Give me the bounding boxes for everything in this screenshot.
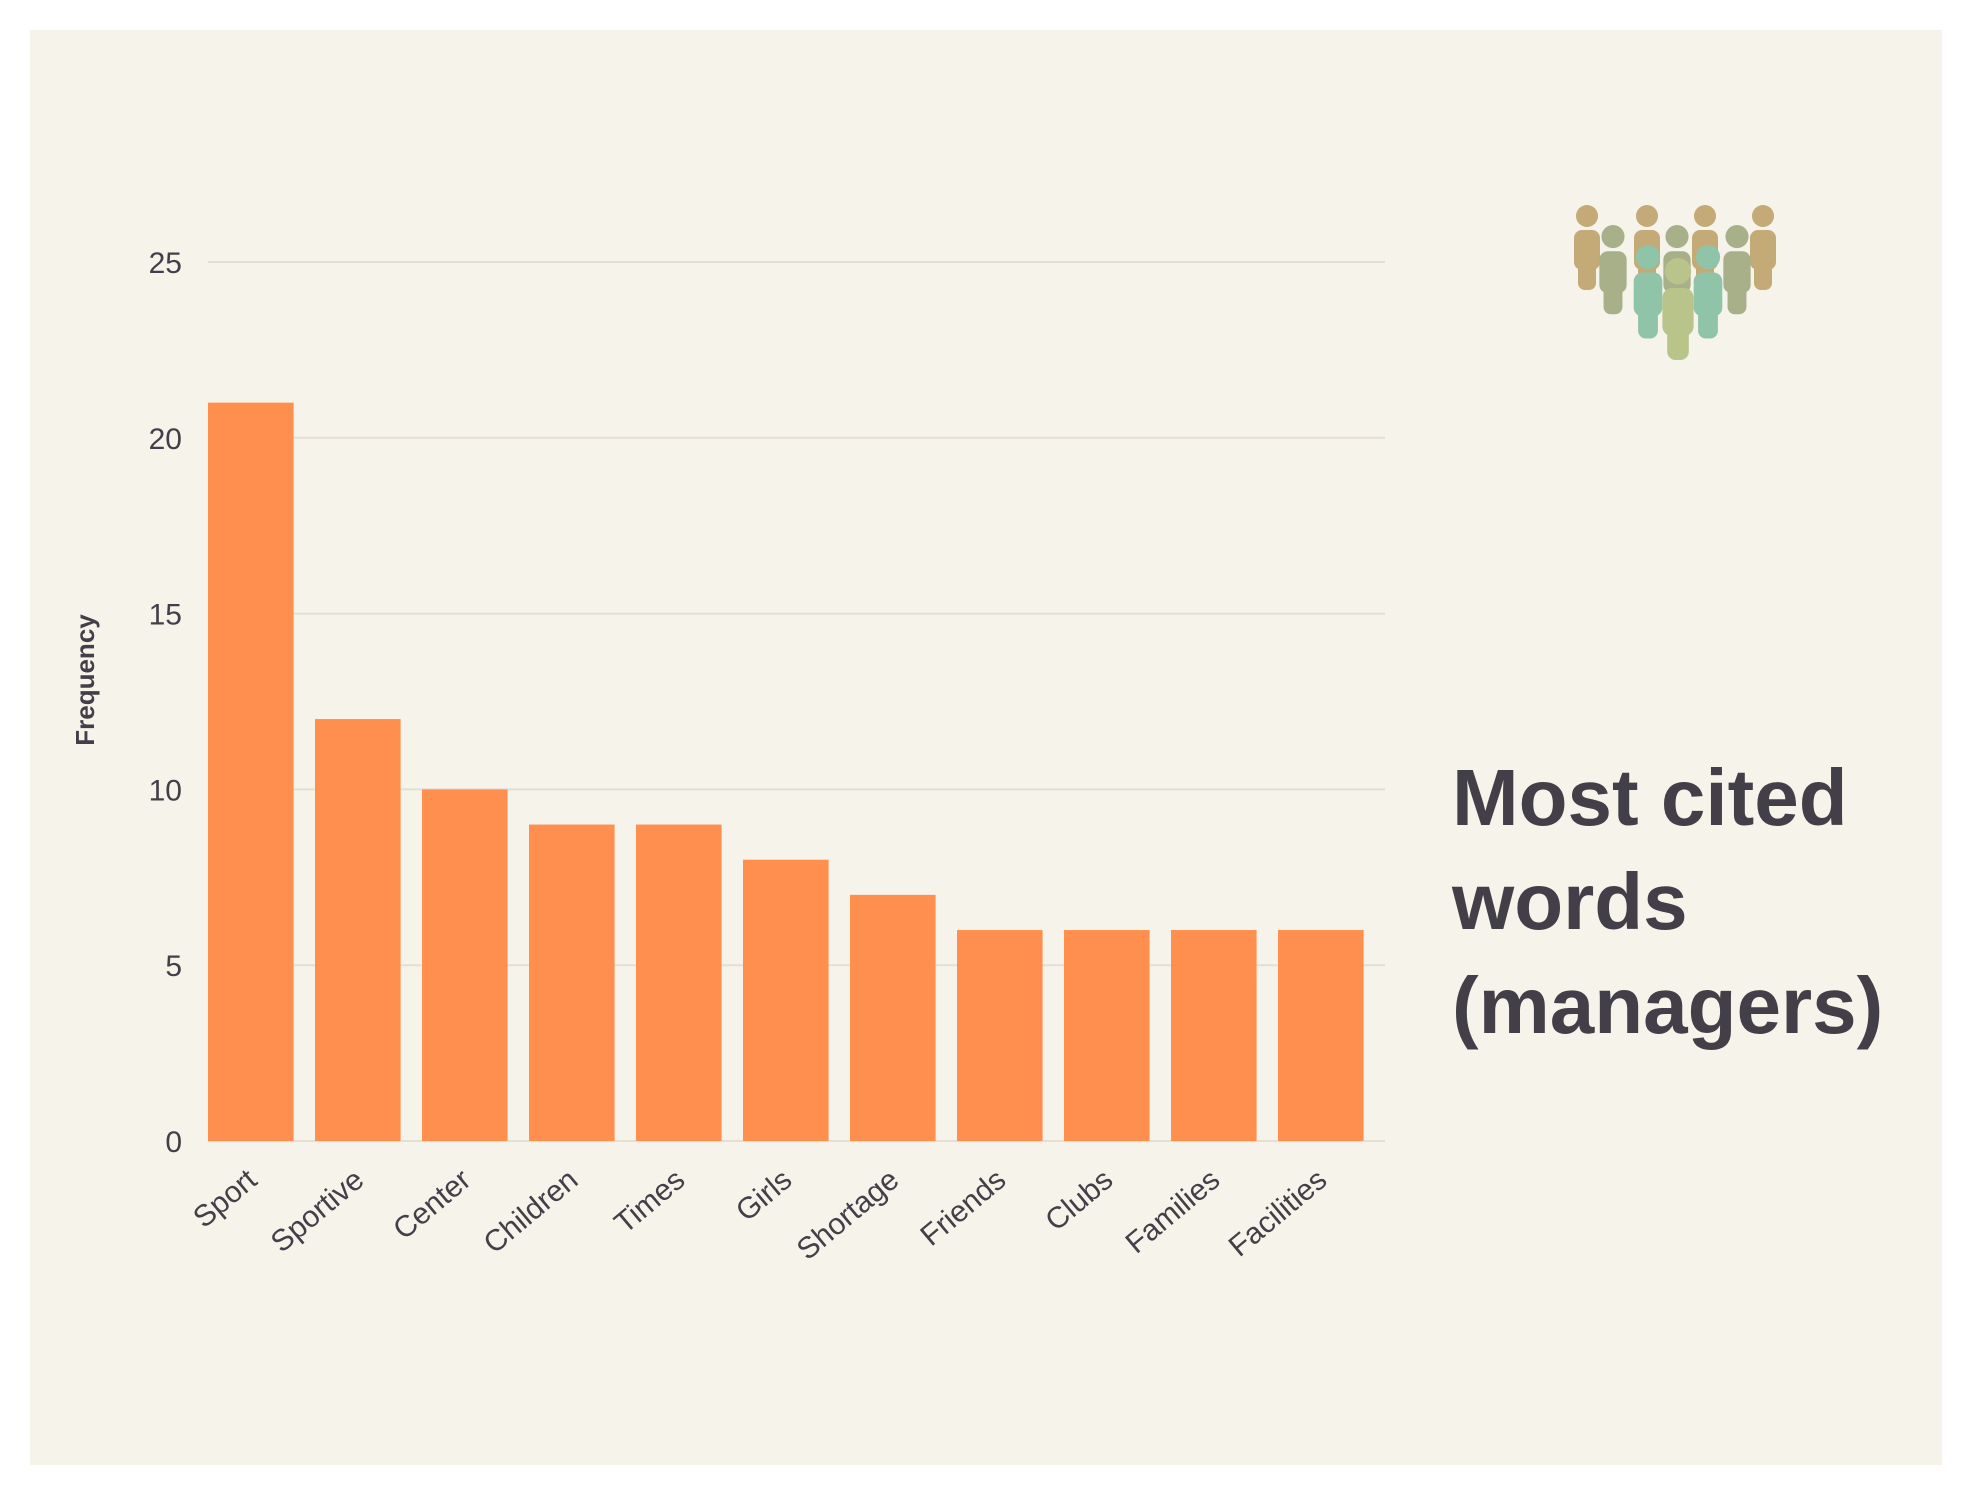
person-icon — [1574, 205, 1600, 290]
x-tick-label: Clubs — [1039, 1163, 1119, 1238]
bar-families — [1171, 930, 1257, 1141]
person-icon — [1693, 245, 1723, 339]
bar-friends — [957, 930, 1043, 1141]
y-axis-ticks: 0 5 10 15 20 25 — [149, 247, 182, 1159]
person-icon — [1750, 205, 1776, 290]
bar-clubs — [1064, 930, 1150, 1141]
x-tick-label: Girls — [730, 1163, 798, 1228]
y-tick-label: 20 — [149, 423, 182, 456]
x-tick-label: Friends — [914, 1163, 1012, 1253]
bar-children — [529, 824, 615, 1141]
x-axis-ticks: Sport Sportive Center Children Times GirlsSho… — [187, 1163, 1333, 1267]
y-axis-label: Frequency — [70, 614, 100, 746]
bar-shortage — [850, 894, 936, 1141]
y-tick-label: 25 — [149, 247, 182, 280]
y-tick-label: 5 — [165, 950, 182, 983]
chart-panel: 0 5 10 15 20 25 Sport Sportive Center Children Ti… — [30, 30, 1942, 1465]
bar-chart: 0 5 10 15 20 25 Sport Sportive Center Children Ti… — [70, 247, 1385, 1267]
bar-center — [422, 789, 508, 1141]
x-tick-label: Families — [1120, 1163, 1227, 1260]
person-icon — [1633, 245, 1663, 339]
person-icon — [1599, 225, 1627, 315]
chart-title: Most cited words (managers) — [1452, 753, 1884, 1050]
y-tick-label: 15 — [149, 599, 182, 632]
x-tick-label: Times — [608, 1163, 691, 1240]
x-tick-label: Children — [477, 1163, 584, 1260]
bar-sportive — [315, 719, 401, 1141]
bar-times — [636, 824, 722, 1141]
bar-girls — [743, 859, 829, 1141]
x-tick-label: Center — [387, 1163, 477, 1246]
y-tick-label: 10 — [149, 774, 182, 807]
x-tick-label: Facilities — [1223, 1163, 1334, 1263]
people-group-icon — [1574, 205, 1776, 360]
y-tick-label: 0 — [165, 1126, 182, 1159]
x-tick-label: Sportive — [265, 1163, 371, 1259]
bars — [208, 402, 1364, 1141]
bar-facilities — [1278, 930, 1364, 1141]
bar-sport — [208, 402, 294, 1141]
person-icon — [1723, 225, 1751, 315]
x-tick-label: Sport — [187, 1163, 264, 1235]
x-tick-label: Shortage — [791, 1163, 905, 1267]
person-icon — [1662, 258, 1694, 360]
